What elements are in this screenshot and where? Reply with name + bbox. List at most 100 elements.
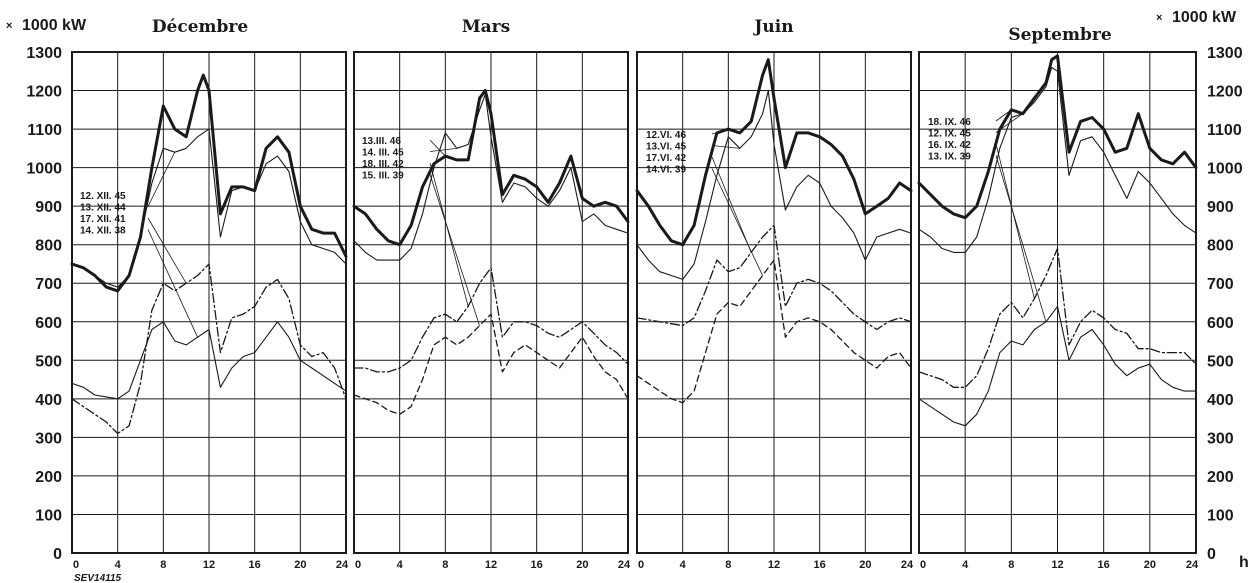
x-tick-label: 4 bbox=[962, 559, 969, 571]
x-tick-label: 20 bbox=[859, 559, 871, 571]
series-leader-line bbox=[429, 147, 457, 152]
series-label: 14. XII. 38 bbox=[80, 226, 126, 237]
series-label: 18. III. 42 bbox=[362, 159, 404, 170]
series-leader-line bbox=[429, 162, 469, 307]
series-label: 18. IX. 46 bbox=[928, 117, 971, 128]
series-label: 13. IX. 39 bbox=[928, 152, 971, 163]
series-line bbox=[636, 259, 912, 404]
series-label: 12. IX. 45 bbox=[928, 129, 971, 140]
y-axis-left: 0 100 200 300 400 500 600 700 800 900 1000 1100 1200… bbox=[26, 45, 62, 563]
series-leader-line bbox=[147, 105, 164, 196]
x-tick-label: 16 bbox=[531, 559, 543, 571]
series-label: 17. XII. 41 bbox=[80, 214, 126, 225]
series-leader-line bbox=[711, 145, 740, 149]
x-tick-label: 12 bbox=[1051, 559, 1063, 571]
y-tick-label-left: 500 bbox=[35, 353, 62, 370]
series-line bbox=[636, 224, 912, 331]
series-leader-line bbox=[429, 139, 446, 157]
series-line bbox=[353, 313, 629, 415]
x-tick-label: 12 bbox=[485, 559, 497, 571]
series-line bbox=[635, 58, 913, 247]
y-tick-label-right: 0 bbox=[1207, 546, 1216, 563]
y-tick-label-right: 100 bbox=[1207, 507, 1234, 524]
hour-unit-label: h bbox=[1239, 554, 1249, 571]
y-tick-label-left: 100 bbox=[35, 507, 62, 524]
y-tick-label-right: 700 bbox=[1207, 276, 1234, 293]
series-leader-line bbox=[147, 217, 187, 284]
x-tick-label: 8 bbox=[725, 559, 731, 571]
y-tick-label-right: 200 bbox=[1207, 469, 1234, 486]
series-line bbox=[352, 89, 630, 247]
x-tick-label: 24 bbox=[1186, 559, 1199, 571]
y-tick-label-right: 900 bbox=[1207, 199, 1234, 216]
y-tick-label-right: 1000 bbox=[1207, 161, 1243, 178]
y-tick-label-left: 1200 bbox=[26, 84, 62, 101]
series-leader-line bbox=[147, 229, 198, 338]
unit-label-right: 1000 kW bbox=[1172, 9, 1237, 26]
x-tick-label: 16 bbox=[249, 559, 261, 571]
y-tick-label-right: 1300 bbox=[1207, 45, 1243, 62]
x-tick-label: 8 bbox=[442, 559, 448, 571]
reference-code: SEV14115 bbox=[74, 573, 122, 583]
panel-frame bbox=[353, 51, 629, 554]
x-tick-label: 16 bbox=[814, 559, 826, 571]
y-tick-label-left: 900 bbox=[35, 199, 62, 216]
panel-title: Septembre bbox=[1008, 25, 1111, 45]
unit-marker-left: × bbox=[6, 20, 12, 32]
y-tick-label-left: 1300 bbox=[26, 45, 62, 62]
y-tick-label-left: 1100 bbox=[27, 122, 62, 139]
series-label: 12. XII. 45 bbox=[80, 191, 126, 202]
series-line bbox=[636, 89, 912, 280]
series-line bbox=[918, 305, 1197, 427]
y-axis-right: 0 100 200 300 400 500 600 700 800 900 1000 1100 1200… bbox=[1207, 45, 1243, 563]
x-tick-label: 4 bbox=[397, 559, 404, 571]
series-leader-line bbox=[995, 155, 1047, 322]
y-tick-label-right: 500 bbox=[1207, 353, 1234, 370]
panel-frame bbox=[636, 51, 912, 554]
series-label: 14. III. 45 bbox=[362, 148, 404, 159]
unit-label-left: 1000 kW bbox=[22, 17, 87, 34]
x-tick-label: 4 bbox=[115, 559, 122, 571]
panel-frame bbox=[918, 51, 1197, 554]
x-tick-label: 8 bbox=[160, 559, 166, 571]
series-label: 12.VI. 46 bbox=[646, 130, 686, 141]
panel-title: Juin bbox=[752, 17, 793, 37]
x-tick-label: 16 bbox=[1098, 559, 1110, 571]
x-tick-label: 0 bbox=[355, 559, 361, 571]
panel-title: Décembre bbox=[152, 17, 249, 37]
y-tick-label-left: 300 bbox=[35, 430, 62, 447]
x-tick-label: 0 bbox=[73, 559, 79, 571]
series-label: 14.VI. 39 bbox=[646, 165, 686, 176]
series-label: 17.VI. 42 bbox=[646, 153, 686, 164]
series-label: 16. IX. 42 bbox=[928, 140, 971, 151]
y-tick-label-left: 800 bbox=[35, 238, 62, 255]
panel-title: Mars bbox=[462, 17, 510, 37]
y-tick-label-left: 400 bbox=[35, 392, 62, 409]
x-tick-label: 0 bbox=[920, 559, 926, 571]
series-line bbox=[353, 93, 629, 261]
series-leader-line bbox=[995, 109, 1012, 122]
y-tick-label-right: 300 bbox=[1207, 430, 1234, 447]
x-tick-label: 24 bbox=[336, 559, 349, 571]
series-label: 13. XII. 44 bbox=[80, 203, 126, 214]
series-line bbox=[918, 247, 1197, 388]
series-line bbox=[917, 54, 1198, 220]
y-tick-label-left: 1000 bbox=[26, 161, 62, 178]
x-tick-label: 0 bbox=[638, 559, 644, 571]
x-tick-label: 12 bbox=[203, 559, 215, 571]
series-line bbox=[71, 263, 347, 435]
x-tick-label: 20 bbox=[294, 559, 306, 571]
series-leader-line bbox=[995, 143, 1035, 299]
series-leader-line bbox=[147, 152, 176, 207]
series-label: 13.VI. 45 bbox=[646, 142, 686, 153]
series-line bbox=[71, 321, 347, 400]
panel-frame bbox=[71, 51, 347, 554]
series-leader-line bbox=[711, 168, 763, 276]
series-leader-line bbox=[429, 174, 480, 326]
y-tick-label-left: 700 bbox=[35, 276, 62, 293]
series-leader-line bbox=[995, 113, 1024, 133]
